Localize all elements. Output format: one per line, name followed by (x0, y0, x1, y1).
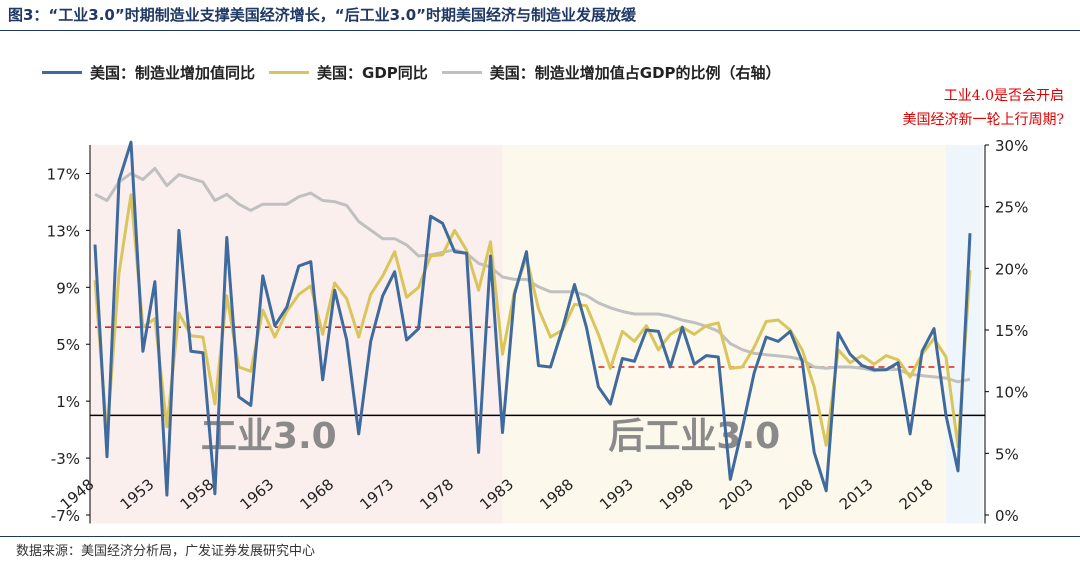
annotation-line-1: 工业4.0是否会开启 (943, 88, 1064, 104)
series-line-manufacturing-yoy (93, 140, 972, 497)
annotation-line-2: 美国经济新一轮上行周期? (902, 112, 1064, 128)
era-region-2 (502, 145, 947, 524)
legend-swatch-gray (441, 71, 482, 74)
y-left-tick-label: 5% (56, 336, 80, 354)
figure-title: 图3：“工业3.0”时期制造业支撑美国经济增长，“后工业3.0”时期美国经济与制… (8, 6, 637, 24)
y-right-tick-label: 30% (995, 137, 1028, 155)
y-left-tick-label: 17% (47, 165, 80, 183)
source-note: 数据来源：美国经济分析局，广发证券发展研究中心 (16, 544, 316, 559)
y-left-tick-label: 9% (56, 279, 80, 297)
legend-swatch-blue (42, 71, 82, 74)
legend-item-manufacturing-yoy: 美国：制造业增加值同比 (42, 62, 255, 83)
y-left-tick-label: -3% (51, 450, 80, 468)
y-left-tick-label: -7% (51, 507, 80, 525)
y-right-tick-label: 20% (995, 260, 1028, 278)
y-right-tick-label: 10% (995, 384, 1028, 402)
chart-legend: 美国：制造业增加值同比 美国：GDP同比 美国：制造业增加值占GDP的比例（右轴… (42, 62, 795, 83)
source-rule (0, 536, 1080, 537)
era-label-2: 后工业3.0 (608, 416, 780, 457)
chart-annotation: 工业4.0是否会开启 美国经济新一轮上行周期? (902, 84, 1064, 132)
y-right-tick-label: 15% (995, 322, 1028, 340)
legend-label-manufacturing-share: 美国：制造业增加值占GDP的比例（右轴） (489, 64, 781, 82)
legend-item-manufacturing-share: 美国：制造业增加值占GDP的比例（右轴） (441, 62, 781, 83)
y-right-tick-label: 25% (995, 199, 1028, 217)
title-rule (0, 30, 1080, 31)
legend-label-manufacturing-yoy: 美国：制造业增加值同比 (90, 64, 256, 82)
legend-item-gdp-yoy: 美国：GDP同比 (269, 62, 428, 83)
legend-swatch-yellow (269, 71, 310, 74)
y-left-tick-label: 13% (47, 222, 80, 240)
legend-label-gdp-yoy: 美国：GDP同比 (317, 64, 428, 82)
era-region-1 (90, 145, 503, 524)
y-left-tick-label: 1% (56, 393, 80, 411)
y-right-tick-label: 0% (995, 507, 1019, 525)
series-line-gdp-yoy (93, 193, 972, 449)
y-right-tick-label: 5% (995, 445, 1019, 463)
era-label-1: 工业3.0 (201, 416, 337, 457)
